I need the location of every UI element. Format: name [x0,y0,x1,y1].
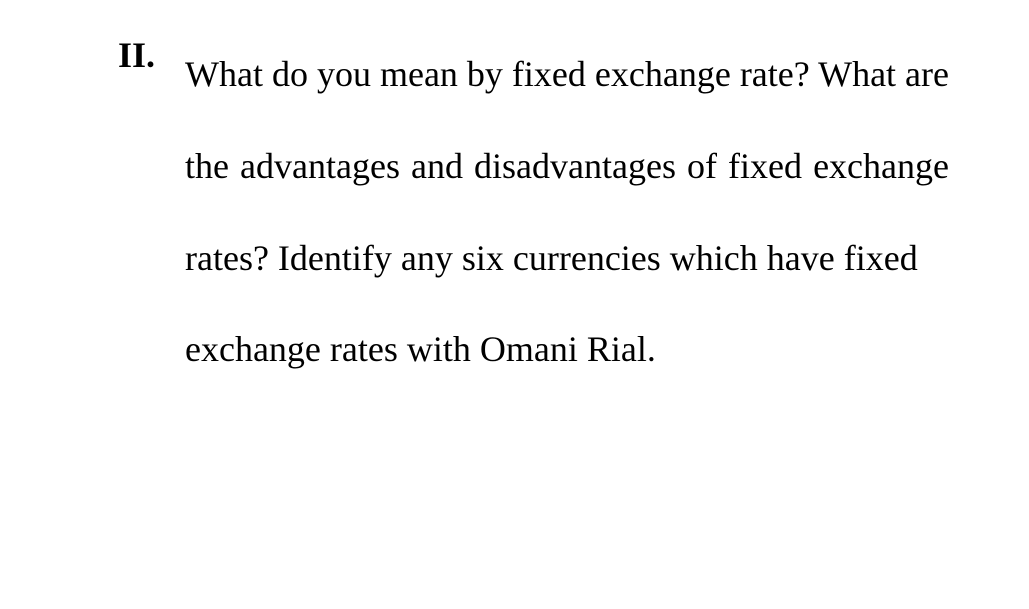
document-page: II. What do you mean by fixed exchange r… [0,0,1029,609]
question-text-last-line: exchange rates with Omani Rial. [185,304,949,396]
list-item: II. What do you mean by fixed exchange r… [80,30,949,396]
question-text: What do you mean by fixed exchange rate?… [185,29,949,396]
question-text-justified: What do you mean by fixed exchange rate?… [185,54,949,278]
list-marker: II. [80,30,185,80]
